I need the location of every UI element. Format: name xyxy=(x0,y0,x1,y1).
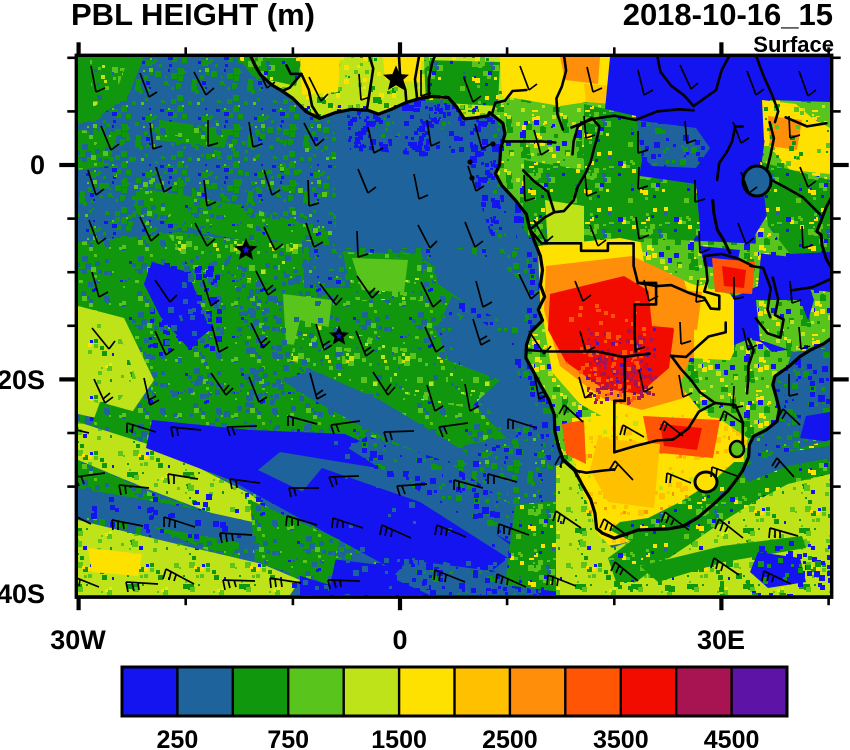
svg-text:0: 0 xyxy=(392,625,407,655)
svg-text:PBL HEIGHT (m): PBL HEIGHT (m) xyxy=(71,0,315,32)
svg-text:30E: 30E xyxy=(697,625,745,655)
svg-text:4500: 4500 xyxy=(704,726,760,750)
svg-text:40S: 40S xyxy=(0,579,45,609)
svg-text:250: 250 xyxy=(157,726,199,750)
svg-text:2500: 2500 xyxy=(482,726,538,750)
svg-text:3500: 3500 xyxy=(593,726,649,750)
svg-text:0: 0 xyxy=(30,150,45,180)
svg-text:2018-10-16_15: 2018-10-16_15 xyxy=(623,0,833,32)
svg-text:750: 750 xyxy=(267,726,309,750)
svg-text:30W: 30W xyxy=(50,625,106,655)
svg-text:Surface: Surface xyxy=(753,32,834,57)
svg-text:20S: 20S xyxy=(0,365,45,395)
svg-text:1500: 1500 xyxy=(371,726,427,750)
